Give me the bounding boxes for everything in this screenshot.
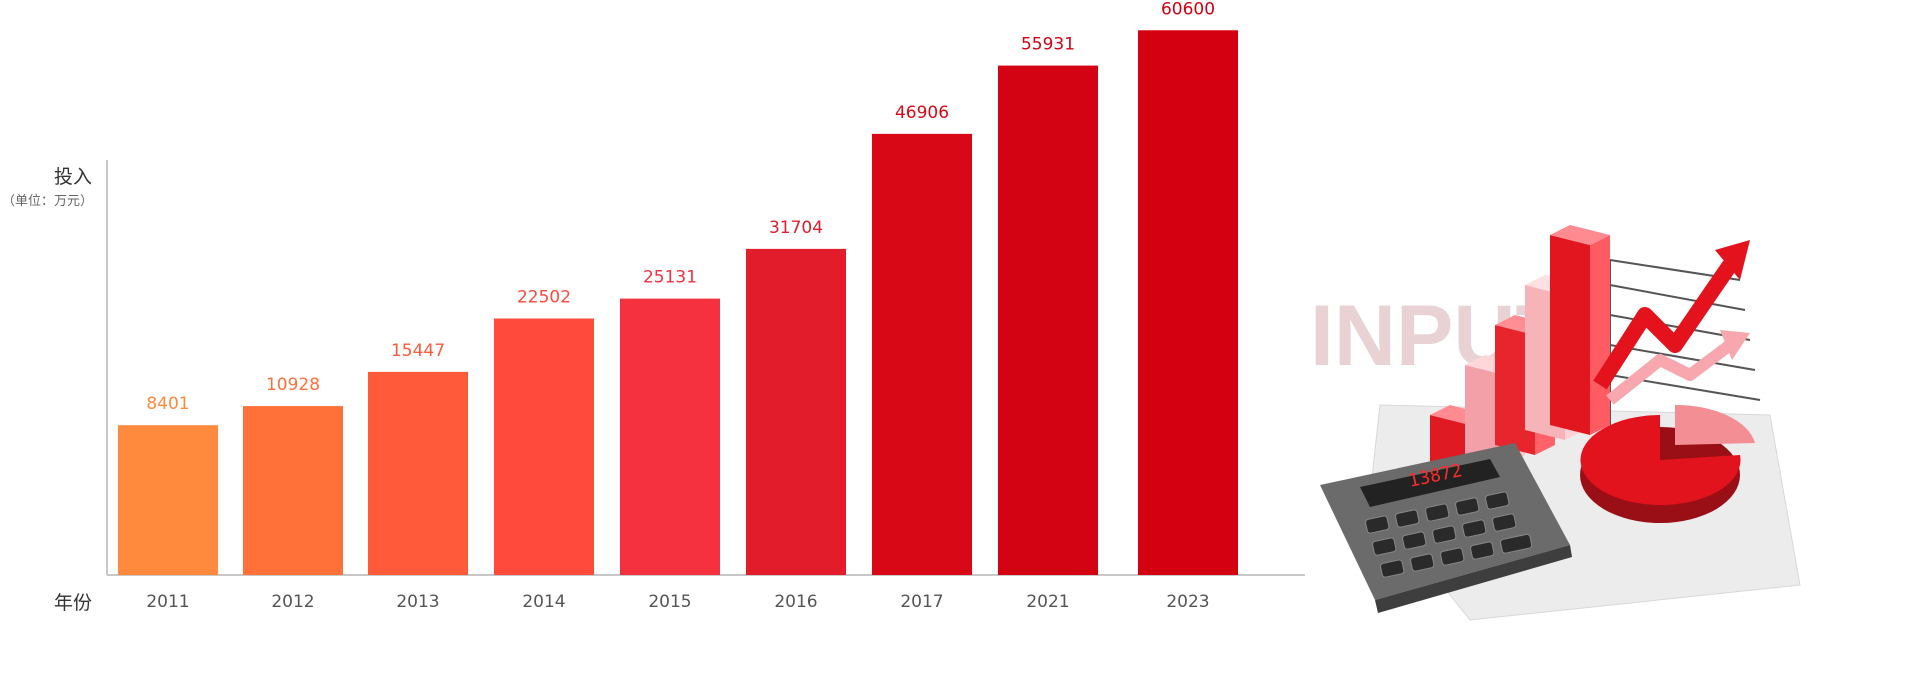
calculator-icon: 13872: [1320, 443, 1572, 613]
bar-chart: 8401 2011 10928 2012 15447 2013 22502 2014 25131…: [106, 0, 1305, 612]
x-tick-label-2023: 2023: [1166, 592, 1209, 612]
x-tick-label-2021: 2021: [1026, 592, 1069, 612]
x-axis-label: 年份: [54, 592, 93, 614]
pie-chart-icon: [1580, 404, 1755, 523]
finance-illustration: INPUT: [1310, 225, 1801, 621]
bar-2023: [1138, 30, 1238, 575]
x-tick-label-2015: 2015: [648, 592, 691, 612]
x-tick-label-2011: 2011: [146, 592, 189, 612]
bar-graph-icon: [1430, 225, 1610, 475]
data-label-2017: 46906: [895, 103, 949, 123]
data-label-2023: 60600: [1161, 0, 1215, 19]
x-tick-label-2014: 2014: [522, 592, 565, 612]
bar-2016: [746, 248, 846, 575]
data-label-2012: 10928: [266, 375, 320, 395]
data-label-2013: 15447: [391, 341, 445, 361]
y-axis-unit: （单位：万元）: [2, 194, 94, 209]
data-label-2021: 55931: [1021, 35, 1075, 55]
bar-2015: [620, 298, 720, 575]
x-tick-label-2013: 2013: [396, 592, 439, 612]
x-tick-label-2012: 2012: [271, 592, 314, 612]
bar-2017: [872, 133, 972, 575]
bar-2013: [368, 371, 468, 575]
data-label-2016: 31704: [769, 218, 823, 238]
bar-2014: [494, 318, 594, 575]
data-label-2015: 25131: [643, 268, 697, 288]
x-tick-label-2016: 2016: [774, 592, 817, 612]
data-label-2014: 22502: [517, 288, 571, 308]
bar-2021: [998, 65, 1098, 575]
data-label-2011: 8401: [146, 394, 189, 414]
x-tick-label-2017: 2017: [900, 592, 943, 612]
bar-2012: [243, 406, 343, 575]
bar-2011: [118, 425, 218, 575]
trend-arrow-icon: [1593, 240, 1750, 405]
y-axis-label: 投入: [54, 166, 93, 188]
